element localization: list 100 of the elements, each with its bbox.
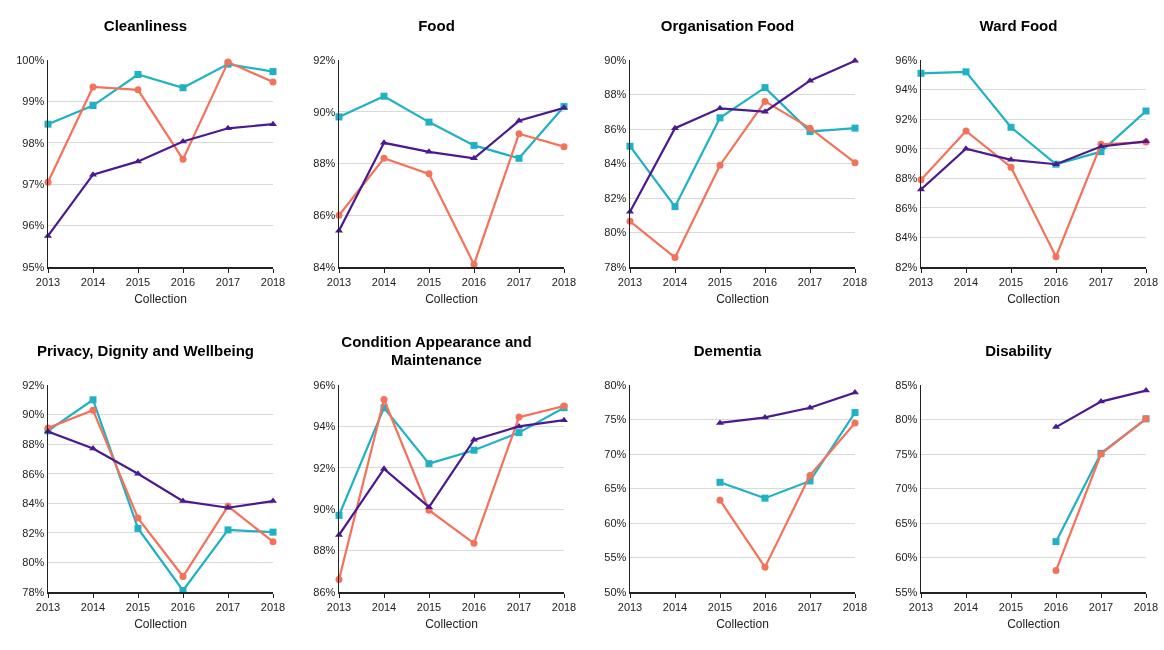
x-tick-label: 2015: [416, 600, 442, 613]
x-axis-title: Collection: [1007, 617, 1060, 632]
y-tick-label: 86%: [313, 585, 336, 598]
chart-title: Condition Appearance and Maintenance: [340, 332, 533, 370]
x-tick-label: 2013: [35, 600, 61, 613]
x-axis-title: Collection: [716, 617, 769, 632]
x-tick-label: 2014: [662, 600, 688, 613]
x-tick-label: 2014: [371, 600, 397, 613]
y-tick-label: 88%: [895, 172, 918, 185]
x-tick-label: 2015: [125, 275, 151, 288]
y-tick-label: 94%: [895, 83, 918, 96]
y-tick-label: 95%: [22, 260, 45, 273]
x-tick-label: 2016: [1043, 600, 1069, 613]
x-tick-label: 2014: [662, 275, 688, 288]
y-tick-label: 80%: [895, 413, 918, 426]
x-tick-label: 2013: [326, 600, 352, 613]
y-tick-label: 84%: [895, 231, 918, 244]
y-tick-label: 80%: [22, 556, 45, 569]
x-tick-label: 2018: [260, 275, 286, 288]
x-tick-label: 2014: [80, 275, 106, 288]
x-tick-label: 2016: [752, 600, 778, 613]
x-tick-label: 2017: [1088, 600, 1114, 613]
x-tick-label: 2018: [551, 600, 577, 613]
x-tick-label: 2015: [998, 275, 1024, 288]
x-tick-label: 2015: [707, 600, 733, 613]
x-tick-label: 2015: [416, 275, 442, 288]
y-tick-label: 82%: [604, 191, 627, 204]
x-tick-label: 2015: [707, 275, 733, 288]
x-tick-label: 2018: [842, 600, 868, 613]
x-tick-label: 2017: [506, 275, 532, 288]
x-tick-label: 2016: [752, 275, 778, 288]
y-tick-label: 90%: [313, 503, 336, 516]
y-tick-label: 98%: [22, 136, 45, 149]
y-tick-label: 86%: [313, 209, 336, 222]
x-axis-title: Collection: [1007, 292, 1060, 307]
y-tick-label: 85%: [895, 378, 918, 391]
y-tick-label: 60%: [604, 516, 627, 529]
y-tick-label: 90%: [604, 53, 627, 66]
x-tick-label: 2013: [617, 600, 643, 613]
x-tick-label: 2014: [953, 600, 979, 613]
x-tick-label: 2013: [908, 600, 934, 613]
x-tick-label: 2014: [953, 275, 979, 288]
x-tick-label: 2017: [215, 600, 241, 613]
chart-title: Cleanliness: [102, 16, 189, 36]
x-tick-label: 2016: [170, 275, 196, 288]
y-tick-label: 75%: [895, 447, 918, 460]
x-tick-label: 2015: [125, 600, 151, 613]
x-tick-label: 2016: [1043, 275, 1069, 288]
y-tick-label: 84%: [22, 497, 45, 510]
chart-title: Ward Food: [978, 16, 1059, 36]
x-axis-title: Collection: [425, 617, 478, 632]
x-tick-label: 2018: [1133, 600, 1159, 613]
x-tick-label: 2017: [506, 600, 532, 613]
x-tick-label: 2016: [170, 600, 196, 613]
chart-title: Disability: [984, 341, 1053, 361]
y-tick-label: 80%: [604, 226, 627, 239]
y-tick-label: 88%: [313, 157, 336, 170]
y-tick-label: 88%: [313, 544, 336, 557]
y-tick-label: 96%: [313, 378, 336, 391]
x-tick-label: 2016: [461, 600, 487, 613]
y-tick-label: 88%: [604, 88, 627, 101]
y-tick-label: 86%: [604, 122, 627, 135]
x-tick-label: 2013: [326, 275, 352, 288]
y-tick-label: 86%: [895, 201, 918, 214]
y-tick-label: 97%: [22, 178, 45, 191]
y-tick-label: 82%: [22, 526, 45, 539]
x-axis-title: Collection: [716, 292, 769, 307]
y-tick-label: 82%: [895, 260, 918, 273]
y-tick-label: 88%: [22, 437, 45, 450]
chart-title: Organisation Food: [659, 16, 796, 36]
y-tick-label: 80%: [604, 378, 627, 391]
y-tick-label: 90%: [313, 105, 336, 118]
y-tick-label: 70%: [604, 447, 627, 460]
y-tick-label: 90%: [22, 408, 45, 421]
y-tick-label: 78%: [22, 585, 45, 598]
y-tick-label: 70%: [895, 482, 918, 495]
y-tick-label: 90%: [895, 142, 918, 155]
x-tick-label: 2017: [215, 275, 241, 288]
x-axis-title: Collection: [134, 617, 187, 632]
y-tick-label: 96%: [895, 53, 918, 66]
y-tick-label: 78%: [604, 260, 627, 273]
x-tick-label: 2013: [908, 275, 934, 288]
y-tick-label: 84%: [604, 157, 627, 170]
x-tick-label: 2013: [617, 275, 643, 288]
y-tick-label: 99%: [22, 95, 45, 108]
y-tick-label: 96%: [22, 219, 45, 232]
chart-title: Food: [417, 16, 456, 36]
y-tick-label: 92%: [895, 112, 918, 125]
y-tick-label: 55%: [604, 551, 627, 564]
y-tick-label: 92%: [22, 378, 45, 391]
y-tick-label: 92%: [313, 53, 336, 66]
x-tick-label: 2018: [1133, 275, 1159, 288]
x-tick-label: 2018: [260, 600, 286, 613]
y-tick-label: 60%: [895, 551, 918, 564]
x-axis-title: Collection: [425, 292, 478, 307]
y-tick-label: 100%: [16, 53, 45, 66]
chart-title: Dementia: [692, 341, 763, 361]
x-tick-label: 2013: [35, 275, 61, 288]
y-tick-label: 94%: [313, 420, 336, 433]
x-tick-label: 2014: [371, 275, 397, 288]
